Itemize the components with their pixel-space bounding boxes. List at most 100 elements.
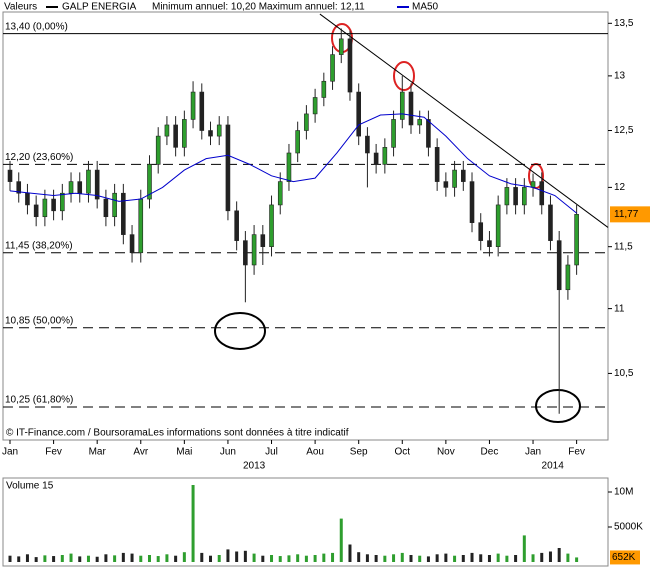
candle-body <box>504 187 510 206</box>
candle-body <box>225 124 231 212</box>
year-label: 2014 <box>542 461 565 472</box>
candle-body <box>434 147 440 182</box>
candle-body <box>190 91 196 120</box>
y-tick-label: 10,5 <box>614 368 634 379</box>
candle-body <box>129 234 135 254</box>
candle-body <box>251 234 257 266</box>
last-volume-label: 652K <box>612 552 636 563</box>
volume-bar <box>121 552 125 562</box>
retracement-label: 10,85 (50,00%) <box>5 315 73 326</box>
footer: © IT-Finance.com / BoursoramaLes informa… <box>6 428 349 439</box>
volume-bar <box>43 555 47 562</box>
candle-body <box>452 169 457 188</box>
last-price-label: 11,77 <box>614 209 639 220</box>
volume-bar <box>400 552 404 562</box>
retracement-label: 10,25 (61,80%) <box>5 395 73 406</box>
x-tick-label: Dec <box>481 447 499 458</box>
candle-body <box>495 204 501 247</box>
volume-bar <box>426 556 430 562</box>
volume-bar <box>531 554 535 562</box>
volume-bar <box>357 552 361 562</box>
highlight-circle <box>393 61 415 91</box>
highlight-circle <box>535 389 581 423</box>
candle-body <box>522 187 527 206</box>
volume-bar <box>182 552 186 562</box>
candle-body <box>312 97 318 115</box>
year-label: 2013 <box>243 461 266 472</box>
candle-body <box>86 169 91 194</box>
volume-bar <box>78 556 82 562</box>
candle-body <box>208 130 213 137</box>
volume-bar <box>548 551 552 562</box>
volume-bar <box>209 555 213 562</box>
legend-label: GALP ENERGIA <box>62 2 137 13</box>
candle-body <box>382 147 388 165</box>
volume-bar <box>147 555 151 562</box>
candle-body <box>277 181 283 206</box>
volume-tick-label: 5000K <box>614 522 643 533</box>
volume-bar <box>86 555 90 562</box>
last-volume-box <box>610 550 640 565</box>
candle-body <box>77 181 83 194</box>
candle-body <box>155 135 161 165</box>
volume-panel <box>2 477 609 567</box>
volume-bar <box>261 555 265 562</box>
candle-body <box>373 152 379 165</box>
volume-bar <box>104 554 108 562</box>
volume-bar <box>470 552 474 562</box>
volume-bar <box>270 555 274 562</box>
x-tick-label: Mai <box>176 447 192 458</box>
volume-bar <box>191 485 195 562</box>
x-tick-label: Mar <box>89 447 107 458</box>
volume-bar <box>139 555 143 562</box>
candle-body <box>138 198 144 254</box>
candle-body <box>321 80 327 98</box>
y-tick-label: 13,5 <box>614 18 634 29</box>
volume-bar <box>226 549 230 562</box>
volume-bar <box>374 555 378 562</box>
volume-bar <box>113 555 117 562</box>
candle-body <box>216 124 222 137</box>
highlight-circle <box>214 312 266 350</box>
volume-bar <box>304 555 308 562</box>
candle-body <box>182 119 187 148</box>
volume-tick-label: 10M <box>614 487 633 498</box>
x-tick-label: Jan <box>525 447 541 458</box>
y-tick-label: 12 <box>614 182 626 193</box>
volume-bar <box>200 552 204 562</box>
candle-body <box>269 204 274 247</box>
candle-body <box>365 135 370 154</box>
volume-bar <box>348 544 352 562</box>
volume-bar <box>505 555 509 562</box>
candle-body <box>147 164 152 200</box>
y-tick-label: 13 <box>614 71 626 82</box>
volume-bar <box>25 554 29 562</box>
volume-bar <box>392 554 396 562</box>
volume-bar <box>174 555 178 562</box>
volume-bar <box>566 553 570 562</box>
volume-bar <box>52 556 56 562</box>
candle-body <box>548 204 553 241</box>
candle-body <box>460 169 466 182</box>
volume-bar <box>60 555 64 562</box>
candle-body <box>426 119 431 148</box>
candle-body <box>565 264 571 291</box>
candle-body <box>16 181 22 194</box>
trend-line <box>319 13 609 228</box>
volume-bar <box>69 553 73 562</box>
candle-body <box>408 91 414 126</box>
candle-body <box>487 240 492 247</box>
candle-body <box>574 214 579 266</box>
volume-bar <box>522 535 526 562</box>
volume-bar <box>235 551 239 562</box>
volume-bar <box>322 553 326 562</box>
candle-body <box>399 91 405 120</box>
candle-body <box>260 234 266 247</box>
candle-body <box>60 192 65 212</box>
candle-body <box>391 119 396 148</box>
volume-bar <box>365 554 369 562</box>
legend-label: MA50 <box>412 2 439 13</box>
candle-body <box>443 181 449 188</box>
x-tick-label: Avr <box>133 447 148 458</box>
